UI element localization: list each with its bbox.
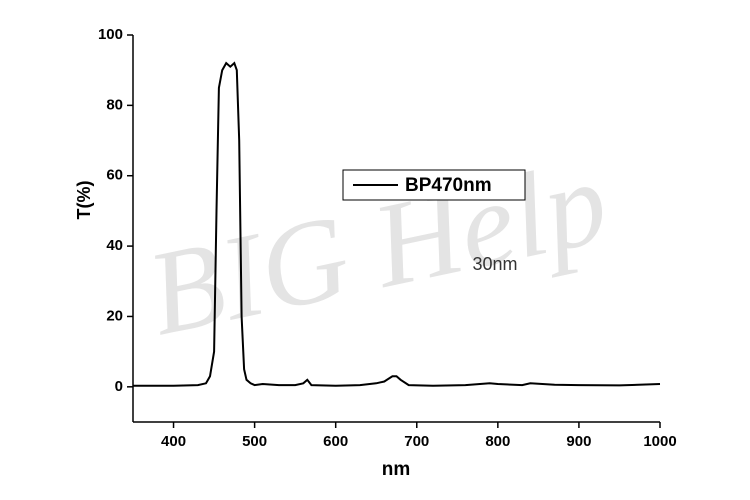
x-tick-label: 800 [485, 433, 510, 450]
x-tick-label: 700 [404, 433, 429, 450]
line-series [133, 61, 661, 387]
y-tick-label: 60 [106, 167, 123, 184]
annotation: 30nm [472, 254, 517, 274]
y-tick-label: 20 [106, 307, 123, 324]
x-tick-label: 1000 [643, 433, 676, 450]
x-tick-label: 400 [161, 433, 186, 450]
x-axis-title: nm [382, 459, 411, 480]
y-tick-label: 40 [106, 237, 123, 254]
x-tick-label: 900 [566, 433, 591, 450]
x-tick-label: 600 [323, 433, 348, 450]
legend-label: BP470nm [405, 175, 492, 196]
y-tick-label: 100 [98, 26, 123, 43]
y-axis-title: T(%) [74, 181, 94, 220]
watermark: BIG Help [137, 134, 618, 360]
y-tick-label: 80 [106, 96, 123, 113]
y-tick-label: 0 [115, 378, 123, 395]
x-tick-label: 500 [242, 433, 267, 450]
